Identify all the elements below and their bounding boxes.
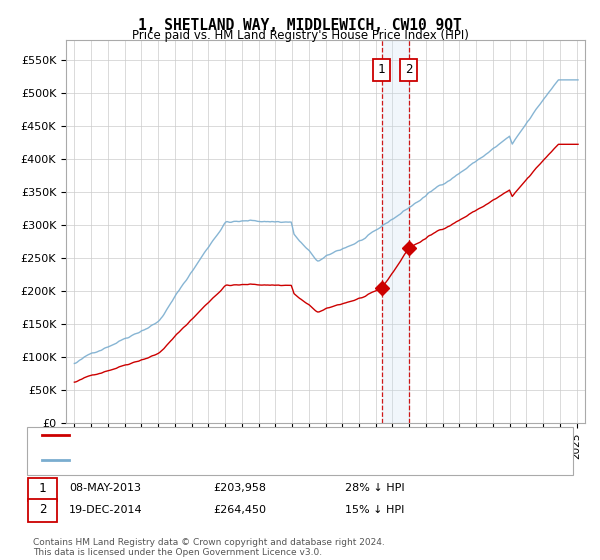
Bar [382, 40, 409, 423]
Text: 2: 2 [405, 63, 412, 77]
Text: 1: 1 [378, 63, 385, 77]
Text: 08-MAY-2013: 08-MAY-2013 [69, 483, 141, 493]
Text: HPI: Average price, detached house, Cheshire East: HPI: Average price, detached house, Ches… [75, 455, 340, 465]
Text: 2: 2 [39, 503, 46, 516]
Text: Price paid vs. HM Land Registry's House Price Index (HPI): Price paid vs. HM Land Registry's House … [131, 29, 469, 42]
Text: Contains HM Land Registry data © Crown copyright and database right 2024.
This d: Contains HM Land Registry data © Crown c… [33, 538, 385, 557]
Text: 1: 1 [39, 482, 46, 495]
Text: 28% ↓ HPI: 28% ↓ HPI [345, 483, 404, 493]
Text: 19-DEC-2014: 19-DEC-2014 [69, 505, 143, 515]
Text: 1, SHETLAND WAY, MIDDLEWICH, CW10 9QT: 1, SHETLAND WAY, MIDDLEWICH, CW10 9QT [138, 18, 462, 33]
Text: £203,958: £203,958 [213, 483, 266, 493]
Text: 15% ↓ HPI: 15% ↓ HPI [345, 505, 404, 515]
Text: £264,450: £264,450 [213, 505, 266, 515]
Text: 1, SHETLAND WAY, MIDDLEWICH, CW10 9QT (detached house): 1, SHETLAND WAY, MIDDLEWICH, CW10 9QT (d… [75, 430, 401, 440]
